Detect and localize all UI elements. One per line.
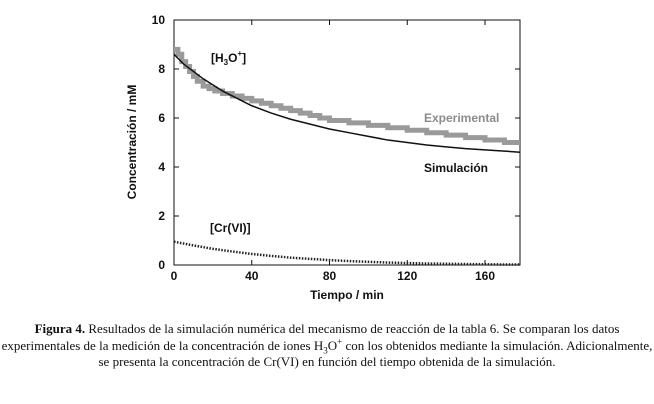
series-simulacion [173, 53, 521, 154]
tick-labels: 0 40 80 120 160 0 2 4 6 8 10 [152, 13, 496, 283]
y-tick-label: 10 [152, 13, 166, 27]
x-axis-label: Tiempo / min [310, 288, 384, 302]
x-tick-label: 120 [397, 269, 417, 283]
y-tick-label: 6 [158, 111, 165, 125]
figure-caption: Figura 4. Resultados de la simulación nu… [0, 321, 654, 371]
caption-part1: Resultados de la simulación numérica del… [1, 321, 620, 353]
y-tick-label: 4 [158, 160, 165, 174]
caption-sub: 3 [323, 345, 328, 356]
caption-lead: Figura 4. [34, 321, 86, 336]
y-axis-label: Concentración / mM [125, 85, 139, 200]
y-tick-label: 8 [158, 62, 165, 76]
series-experimental [174, 46, 520, 145]
caption-part2: con los obtenidos mediante la simulación… [98, 337, 653, 370]
caption-sup: + [337, 336, 343, 347]
caption-mid: O [327, 337, 338, 353]
series-group [173, 46, 521, 266]
x-tick-label: 160 [475, 269, 495, 283]
annotation-h3o: [H3O+] [211, 49, 246, 67]
chart: 0 40 80 120 160 0 2 4 6 8 10 Tiempo / min Concentr… [125, 13, 521, 302]
x-tick-label: 80 [323, 269, 337, 283]
x-tick-label: 40 [245, 269, 259, 283]
x-tick-label: 0 [171, 269, 178, 283]
annotation-experimental: Experimental [424, 111, 499, 125]
annotation-cr: [Cr(VI)] [210, 221, 251, 235]
y-tick-label: 0 [158, 258, 165, 272]
series-cr-vi [173, 240, 520, 266]
annotation-simulacion: Simulación [424, 161, 488, 175]
y-tick-label: 2 [158, 209, 165, 223]
